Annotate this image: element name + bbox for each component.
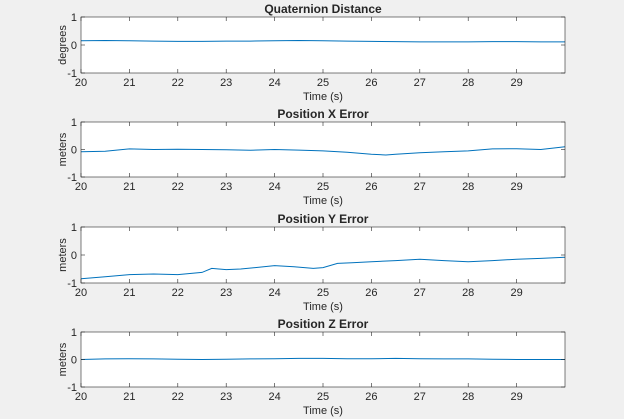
y-tick-label: 0 bbox=[71, 355, 77, 367]
y-tick-label: 0 bbox=[71, 250, 77, 262]
subplot-2: 20 21 22 23 24 25 26 27 28 29 -1 0 1 Position X Error… bbox=[57, 107, 566, 207]
y-tick-label: -1 bbox=[67, 278, 77, 290]
x-tick-label: 26 bbox=[365, 181, 377, 193]
x-tick-label: 26 bbox=[365, 287, 377, 299]
x-tick-label: 22 bbox=[172, 391, 184, 403]
x-tick-label: 20 bbox=[75, 287, 87, 299]
chart-title: Position Z Error bbox=[278, 317, 369, 331]
x-tick-label: 24 bbox=[268, 181, 280, 193]
x-tick-label: 23 bbox=[220, 287, 232, 299]
x-tick-label: 29 bbox=[510, 287, 522, 299]
x-tick-label: 23 bbox=[220, 181, 232, 193]
x-axis-label: Time (s) bbox=[303, 195, 343, 207]
x-tick-label: 25 bbox=[317, 77, 329, 89]
x-tick-label: 24 bbox=[268, 287, 280, 299]
x-tick-label: 21 bbox=[123, 77, 135, 89]
x-tick-label: 21 bbox=[123, 391, 135, 403]
plot-area bbox=[81, 17, 565, 73]
y-tick-label: -1 bbox=[67, 382, 77, 394]
x-tick-label: 25 bbox=[317, 181, 329, 193]
x-tick-label: 27 bbox=[414, 181, 426, 193]
x-tick-label: 27 bbox=[414, 287, 426, 299]
subplot-3: 20 21 22 23 24 25 26 27 28 29 -1 0 1 Position Y Error… bbox=[57, 212, 566, 313]
x-tick-label: 25 bbox=[317, 391, 329, 403]
x-tick-label: 29 bbox=[510, 77, 522, 89]
x-tick-label: 27 bbox=[414, 77, 426, 89]
chart-title: Position Y Error bbox=[278, 212, 369, 226]
x-tick-label: 23 bbox=[220, 77, 232, 89]
subplot-1: 20 21 22 23 24 25 26 27 28 29 -1 0 1 Quaternion Dista… bbox=[57, 2, 566, 103]
x-tick-label: 26 bbox=[365, 391, 377, 403]
x-tick-label: 28 bbox=[462, 391, 474, 403]
x-tick-label: 29 bbox=[510, 391, 522, 403]
plot-area bbox=[81, 227, 565, 283]
x-tick-label: 20 bbox=[75, 181, 87, 193]
x-tick-label: 22 bbox=[172, 287, 184, 299]
y-tick-label: 1 bbox=[71, 117, 77, 129]
series-line-1 bbox=[80, 39, 565, 43]
y-tick-label: -1 bbox=[67, 68, 77, 80]
y-axis-label: meters bbox=[57, 238, 69, 272]
x-tick-label: 21 bbox=[123, 287, 135, 299]
y-tick-label: 1 bbox=[71, 12, 77, 24]
x-tick-label: 25 bbox=[317, 287, 329, 299]
subplot-4: 20 21 22 23 24 25 26 27 28 29 -1 0 1 Position Z Error… bbox=[57, 317, 566, 417]
x-axis-label: Time (s) bbox=[303, 301, 343, 313]
x-tick-label: 21 bbox=[123, 181, 135, 193]
x-tick-label: 23 bbox=[220, 391, 232, 403]
x-tick-label: 20 bbox=[75, 391, 87, 403]
y-tick-label: 1 bbox=[71, 327, 77, 339]
x-tick-label: 24 bbox=[268, 77, 280, 89]
chart-title: Quaternion Distance bbox=[264, 2, 382, 16]
y-tick-label: 1 bbox=[71, 222, 77, 234]
y-axis-label: degrees bbox=[57, 25, 69, 65]
x-tick-label: 22 bbox=[172, 77, 184, 89]
y-axis-label: meters bbox=[57, 132, 69, 166]
x-tick-label: 22 bbox=[172, 181, 184, 193]
x-tick-label: 27 bbox=[414, 391, 426, 403]
x-tick-label: 29 bbox=[510, 181, 522, 193]
x-tick-label: 20 bbox=[75, 77, 87, 89]
series-line-1 bbox=[80, 146, 566, 156]
x-axis-label: Time (s) bbox=[303, 91, 343, 103]
y-tick-label: -1 bbox=[67, 172, 77, 184]
y-tick-label: 0 bbox=[71, 145, 77, 157]
x-tick-label: 26 bbox=[365, 77, 377, 89]
y-tick-label: 0 bbox=[71, 40, 77, 52]
x-tick-label: 24 bbox=[268, 391, 280, 403]
x-tick-label: 28 bbox=[462, 287, 474, 299]
chart-title: Position X Error bbox=[277, 107, 369, 121]
y-axis-label: meters bbox=[57, 342, 69, 376]
x-tick-label: 28 bbox=[462, 181, 474, 193]
x-axis-label: Time (s) bbox=[303, 405, 343, 417]
x-tick-label: 28 bbox=[462, 77, 474, 89]
series-line-1 bbox=[80, 357, 565, 361]
series-line-1 bbox=[80, 256, 566, 280]
